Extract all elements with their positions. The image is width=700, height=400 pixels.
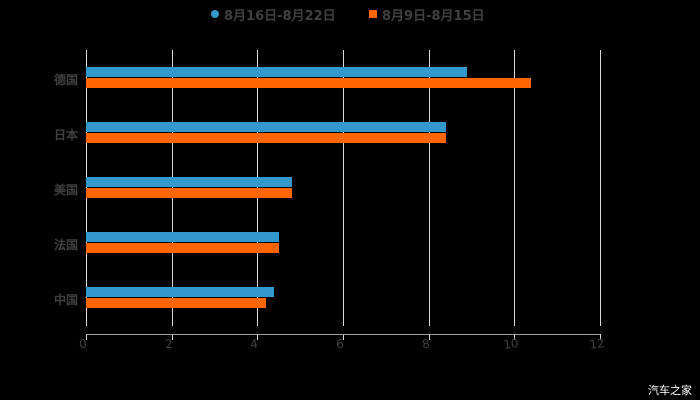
bar — [86, 188, 292, 198]
bar — [86, 243, 279, 253]
legend-item-series1: 8月16日-8月22日 — [211, 4, 336, 24]
x-tick-label: 12 — [588, 336, 606, 352]
x-tick — [514, 334, 515, 340]
x-axis — [86, 334, 600, 335]
watermark: 汽车之家 — [648, 384, 692, 397]
x-tick — [343, 334, 344, 340]
y-category-label: 日本 — [53, 128, 78, 142]
x-tick — [86, 334, 87, 340]
y-category-label: 中国 — [53, 293, 78, 307]
gridline — [343, 50, 344, 326]
legend-label: 8月16日-8月22日 — [224, 8, 336, 24]
y-category-label: 德国 — [53, 73, 78, 87]
gridline — [429, 50, 430, 326]
y-category-label: 美国 — [53, 183, 78, 197]
bar — [86, 232, 279, 242]
legend-item-series2: 8月9日-8月15日 — [369, 4, 485, 24]
bar — [86, 177, 292, 187]
bar — [86, 298, 266, 308]
gridline — [600, 50, 601, 326]
y-category-label: 法国 — [53, 238, 78, 252]
gridline — [514, 50, 515, 326]
bar — [86, 122, 446, 132]
square-marker-icon — [369, 10, 377, 18]
x-tick — [172, 334, 173, 340]
bar — [86, 133, 446, 143]
x-tick — [600, 334, 601, 340]
bar — [86, 67, 467, 77]
legend-label: 8月9日-8月15日 — [382, 8, 485, 24]
x-tick — [257, 334, 258, 340]
chart-legend: 8月16日-8月22日 8月9日-8月15日 — [0, 4, 700, 24]
x-tick-label: 10 — [502, 336, 520, 352]
x-tick — [429, 334, 430, 340]
circle-marker-icon — [211, 10, 219, 18]
bar — [86, 287, 274, 297]
bar — [86, 78, 531, 88]
